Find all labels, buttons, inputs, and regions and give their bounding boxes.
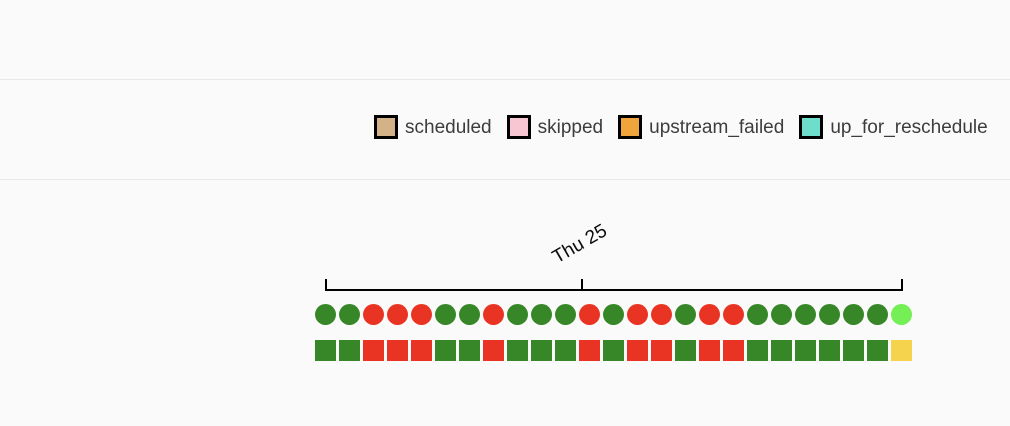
dag-run-18-status-failed[interactable]: [723, 304, 744, 325]
dag-run-17-status-failed[interactable]: [699, 304, 720, 325]
dag-run-15-status-failed[interactable]: [651, 304, 672, 325]
legend-item-upstream_failed: upstream_failed: [618, 115, 784, 139]
axis-tick-label: Thu 25: [549, 220, 611, 269]
dag-run-7-status-success[interactable]: [459, 304, 480, 325]
dag-run-3-status-failed[interactable]: [363, 304, 384, 325]
legend-divider: [0, 179, 1010, 180]
legend-swatch-skipped: [506, 115, 531, 139]
legend-swatch-upstream_failed: [618, 115, 643, 139]
dag-run-13-status-success[interactable]: [603, 304, 624, 325]
dag-run-12-status-failed[interactable]: [579, 304, 600, 325]
axis-tick-thu-25: [581, 279, 583, 291]
task-instance-7-status-success[interactable]: [459, 340, 480, 361]
dag-run-1-status-success[interactable]: [315, 304, 336, 325]
legend-label-up_for_reschedule: up_for_reschedule: [830, 116, 988, 138]
dag-run-4-status-failed[interactable]: [387, 304, 408, 325]
task-instance-14-status-failed[interactable]: [627, 340, 648, 361]
dag-run-22-status-success[interactable]: [819, 304, 840, 325]
legend-label-scheduled: scheduled: [405, 116, 492, 138]
task-instance-4-status-failed[interactable]: [387, 340, 408, 361]
task-instance-9-status-success[interactable]: [507, 340, 528, 361]
task-instance-23-status-success[interactable]: [843, 340, 864, 361]
dag-runs-row: [315, 304, 912, 325]
task-instance-16-status-success[interactable]: [675, 340, 696, 361]
legend-label-upstream_failed: upstream_failed: [649, 116, 785, 138]
task-instances-row: [315, 340, 912, 361]
header-bar: [0, 0, 1010, 79]
timeline-axis-line: [326, 289, 903, 291]
dag-run-2-status-success[interactable]: [339, 304, 360, 325]
dag-run-6-status-success[interactable]: [435, 304, 456, 325]
top-divider: [0, 79, 1010, 80]
task-instance-2-status-success[interactable]: [339, 340, 360, 361]
dag-run-11-status-success[interactable]: [555, 304, 576, 325]
dag-run-25-status-running[interactable]: [891, 304, 912, 325]
task-instance-21-status-success[interactable]: [795, 340, 816, 361]
dag-run-14-status-failed[interactable]: [627, 304, 648, 325]
task-instance-19-status-success[interactable]: [747, 340, 768, 361]
task-instance-10-status-success[interactable]: [531, 340, 552, 361]
task-instance-1-status-success[interactable]: [315, 340, 336, 361]
dag-run-24-status-success[interactable]: [867, 304, 888, 325]
legend-item-up_for_reschedule: up_for_reschedule: [799, 115, 988, 139]
task-instance-6-status-success[interactable]: [435, 340, 456, 361]
dag-run-9-status-success[interactable]: [507, 304, 528, 325]
task-instance-22-status-success[interactable]: [819, 340, 840, 361]
task-instance-3-status-failed[interactable]: [363, 340, 384, 361]
legend-row: scheduled skipped upstream_failed up_for_re…: [374, 114, 988, 140]
axis-tick-end: [901, 279, 903, 291]
dag-run-20-status-success[interactable]: [771, 304, 792, 325]
task-instance-24-status-success[interactable]: [867, 340, 888, 361]
axis-tick-start: [325, 279, 327, 291]
dag-run-16-status-success[interactable]: [675, 304, 696, 325]
task-instance-25-status-up_for_retry[interactable]: [891, 340, 912, 361]
dag-run-5-status-failed[interactable]: [411, 304, 432, 325]
legend-swatch-up_for_reschedule: [799, 115, 824, 139]
task-instance-11-status-success[interactable]: [555, 340, 576, 361]
dag-run-10-status-success[interactable]: [531, 304, 552, 325]
legend-swatch-scheduled: [374, 115, 398, 139]
task-instance-13-status-success[interactable]: [603, 340, 624, 361]
dag-run-23-status-success[interactable]: [843, 304, 864, 325]
legend-item-scheduled: scheduled: [374, 115, 492, 139]
legend-item-skipped: skipped: [506, 115, 604, 139]
task-instance-17-status-failed[interactable]: [699, 340, 720, 361]
chart-area: Thu 25: [0, 180, 1010, 426]
task-instance-8-status-failed[interactable]: [483, 340, 504, 361]
task-instance-5-status-failed[interactable]: [411, 340, 432, 361]
dag-run-8-status-failed[interactable]: [483, 304, 504, 325]
task-instance-12-status-failed[interactable]: [579, 340, 600, 361]
dag-run-19-status-success[interactable]: [747, 304, 768, 325]
dag-run-21-status-success[interactable]: [795, 304, 816, 325]
task-instance-18-status-failed[interactable]: [723, 340, 744, 361]
task-instance-15-status-failed[interactable]: [651, 340, 672, 361]
legend-label-skipped: skipped: [537, 116, 604, 138]
task-instance-20-status-success[interactable]: [771, 340, 792, 361]
